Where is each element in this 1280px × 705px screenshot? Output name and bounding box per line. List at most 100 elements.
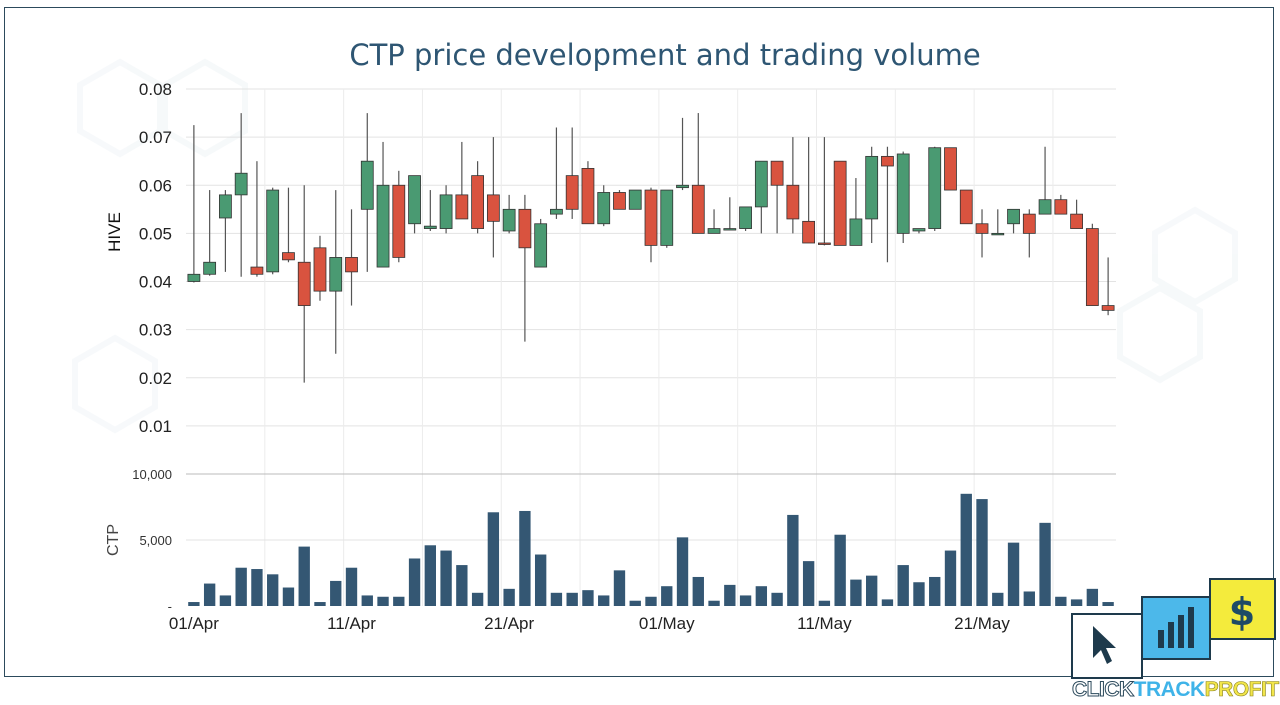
volume-bar bbox=[1086, 588, 1099, 606]
candle bbox=[219, 190, 232, 272]
volume-axis-label: CTP bbox=[105, 524, 122, 556]
candle bbox=[471, 161, 484, 234]
volume-bar bbox=[881, 599, 894, 606]
candle-body bbox=[423, 225, 437, 229]
volume-bar bbox=[771, 592, 783, 606]
candle bbox=[282, 187, 295, 263]
candle bbox=[707, 209, 721, 234]
price-tick-label: 0.01 bbox=[139, 417, 172, 436]
volume-bar bbox=[235, 567, 247, 606]
candle-body bbox=[550, 208, 563, 215]
candle-body bbox=[518, 208, 532, 249]
candle-body bbox=[723, 228, 737, 231]
candle bbox=[1007, 208, 1020, 234]
candle bbox=[896, 151, 910, 243]
candle bbox=[802, 137, 816, 244]
volume-bar bbox=[724, 584, 736, 606]
volume-bar bbox=[503, 588, 515, 606]
candle-body bbox=[1022, 213, 1036, 234]
candle-body bbox=[959, 189, 973, 225]
price-axis-label: HIVE bbox=[105, 212, 124, 252]
candle-body bbox=[486, 194, 500, 222]
volume-bar bbox=[913, 582, 925, 606]
dollar-icon: $ bbox=[1229, 590, 1255, 634]
candle-body bbox=[1007, 208, 1020, 225]
candle bbox=[833, 160, 847, 246]
volume-bar bbox=[598, 595, 610, 606]
candle-body bbox=[376, 184, 390, 268]
volume-bar bbox=[992, 592, 1004, 606]
logo-part-track: TRACK bbox=[1133, 678, 1206, 701]
volume-bar bbox=[377, 596, 389, 606]
candle-body bbox=[628, 189, 642, 210]
candle-body bbox=[282, 252, 295, 261]
candle-body bbox=[392, 184, 406, 258]
candle bbox=[739, 206, 752, 231]
candle bbox=[928, 146, 942, 231]
volume-bar bbox=[408, 558, 421, 606]
candle-body bbox=[802, 220, 816, 244]
candle bbox=[849, 178, 863, 246]
price-tick-label: 0.08 bbox=[139, 80, 172, 99]
volume-bar bbox=[1102, 602, 1114, 606]
candle-body bbox=[991, 232, 1005, 236]
volume-bar bbox=[613, 570, 626, 606]
candle-body bbox=[219, 194, 232, 219]
volume-bar bbox=[818, 600, 831, 606]
candle-body bbox=[203, 261, 217, 275]
candle bbox=[297, 185, 311, 383]
volume-bar bbox=[1039, 522, 1051, 606]
logo-wordmark: CLICKTRACKPROFIT bbox=[1072, 678, 1280, 702]
candle bbox=[865, 146, 879, 243]
candle-body bbox=[818, 242, 831, 245]
candle bbox=[534, 218, 548, 268]
candlestick-series bbox=[187, 113, 1115, 383]
volume-bar bbox=[582, 590, 594, 606]
candle-body bbox=[502, 208, 516, 232]
volume-bar bbox=[1023, 591, 1035, 606]
axes: 0.01 0.02 0.03 0.04 0.05 0.06 0.07 0.08 01/Apr 11… bbox=[105, 80, 1116, 633]
candle-body bbox=[613, 192, 626, 210]
candle-body bbox=[912, 228, 926, 232]
slide-frame bbox=[4, 7, 1274, 677]
candle-body bbox=[297, 261, 311, 306]
volume-bar bbox=[866, 575, 878, 606]
volume-bar bbox=[361, 595, 373, 606]
candle bbox=[518, 194, 532, 342]
candle-body bbox=[676, 184, 689, 189]
candle-body bbox=[345, 257, 358, 273]
candle-body bbox=[597, 192, 611, 225]
candle bbox=[597, 185, 611, 227]
candle-body bbox=[881, 155, 894, 167]
candle-body bbox=[471, 175, 484, 229]
candle-body bbox=[786, 184, 800, 220]
dollar-tile bbox=[1209, 578, 1276, 640]
volume-bar bbox=[298, 546, 310, 606]
candle bbox=[818, 137, 831, 246]
price-tick-label: 0.05 bbox=[139, 224, 172, 243]
watermark-hexagons bbox=[72, 58, 1238, 434]
candle-body bbox=[1101, 305, 1115, 311]
volume-bar bbox=[219, 595, 232, 606]
candle-body bbox=[565, 175, 579, 210]
volume-bar bbox=[755, 586, 768, 606]
volume-bar bbox=[440, 550, 452, 606]
candle-body bbox=[439, 194, 453, 229]
candle-body bbox=[408, 175, 421, 225]
volume-bar bbox=[629, 600, 641, 606]
candle bbox=[1101, 257, 1115, 316]
volume-bar bbox=[960, 493, 972, 606]
volume-bar bbox=[1055, 596, 1067, 606]
clicktrackprofit-logo: $ bbox=[1071, 578, 1276, 679]
volume-bar bbox=[534, 554, 547, 606]
candle-body bbox=[313, 247, 327, 292]
candle-body bbox=[896, 153, 910, 234]
candle bbox=[234, 113, 248, 277]
candle-body bbox=[691, 184, 705, 234]
candle bbox=[1054, 194, 1068, 215]
candle-body bbox=[849, 218, 863, 246]
candle-body bbox=[660, 189, 674, 246]
candle bbox=[613, 190, 626, 210]
bar-chart-tile bbox=[1141, 596, 1211, 660]
candle bbox=[376, 141, 390, 268]
